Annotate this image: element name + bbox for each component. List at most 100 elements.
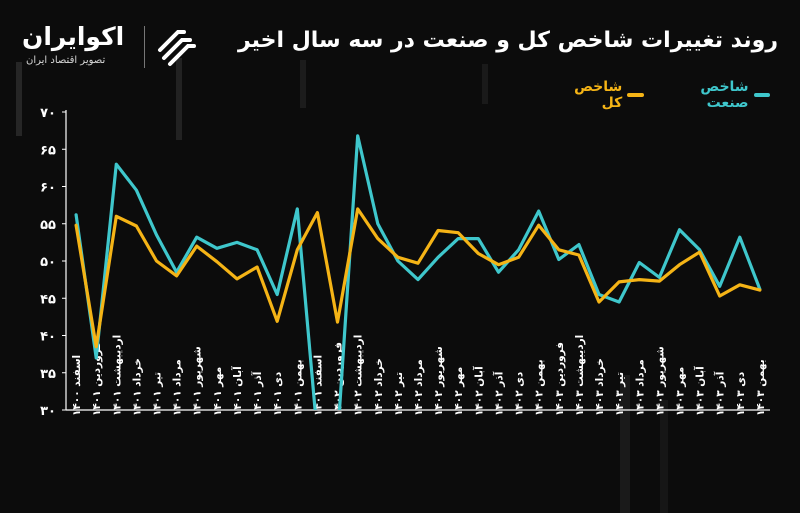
total-data-point [256, 266, 258, 268]
total-data-point [538, 224, 540, 226]
industry-data-point [638, 261, 640, 264]
industry-data-point [678, 229, 681, 231]
total-data-point [336, 321, 339, 323]
x-tick-label: اردیبهشت ۱۴۰۳ [574, 335, 586, 416]
y-tick-label: ۷۰ [40, 106, 56, 121]
industry-data-point [317, 436, 318, 437]
industry-data-point [337, 439, 338, 440]
x-tick-label: آذر ۱۴۰۳ [714, 371, 727, 416]
total-data-point [135, 225, 137, 227]
x-tick-label: تیر ۱۴۰۳ [614, 372, 626, 416]
total-data-point [377, 238, 379, 240]
industry-data-point [437, 256, 439, 258]
x-tick-label: خرداد ۱۴۰۳ [594, 358, 606, 416]
industry-data-point [538, 210, 540, 212]
industry-data-point [256, 249, 258, 251]
x-tick-label: آبان ۱۴۰۱ [231, 366, 244, 416]
industry-data-point [457, 238, 459, 240]
x-tick-label: شهریور ۱۴۰۱ [192, 346, 204, 416]
legend-label-total: شاخص کل [574, 79, 623, 111]
industry-data-point [236, 241, 238, 243]
x-tick-label: مهر ۱۴۰۳ [674, 367, 686, 416]
industry-data-point [558, 258, 560, 261]
x-tick-label: اسفند ۱۴۰۰ [71, 355, 83, 416]
y-tick-label: ۴۰ [40, 330, 56, 345]
legend-item-industry: شاخص صنعت [662, 79, 770, 111]
total-data-point [417, 262, 419, 264]
total-data-point [638, 279, 640, 281]
x-tick-label: تیر ۱۴۰۲ [393, 372, 405, 416]
total-data-point [497, 264, 500, 266]
x-tick-label: شهریور ۱۴۰۳ [654, 346, 666, 416]
y-tick-label: ۴۵ [40, 292, 56, 307]
industry-data-point [618, 301, 620, 303]
total-data-point [95, 346, 97, 348]
industry-data-point [598, 293, 600, 296]
total-data-point [477, 252, 479, 255]
x-tick-label: فروردین ۱۴۰۱ [91, 342, 103, 416]
total-data-point [658, 280, 661, 282]
y-tick-label: ۶۵ [40, 143, 56, 158]
x-tick-label: اردیبهشت ۱۴۰۲ [353, 335, 365, 416]
industry-data-point [699, 249, 701, 251]
y-tick-label: ۶۰ [40, 181, 56, 196]
total-data-point [115, 215, 117, 217]
total-data-point [236, 278, 238, 280]
total-data-point [316, 212, 318, 214]
x-tick-label: مرداد ۱۴۰۱ [172, 359, 184, 416]
x-tick-label: شهریور ۱۴۰۲ [433, 346, 445, 416]
industry-data-point [155, 234, 158, 236]
industry-data-point [95, 357, 97, 359]
chart-legend: شاخص صنعت شاخص کل [555, 79, 770, 111]
x-tick-label: دی ۱۴۰۱ [272, 371, 284, 416]
brand-name: اکوایران [22, 22, 125, 51]
x-tick-label: بهمن ۱۴۰۳ [755, 359, 767, 416]
total-data-point [437, 229, 439, 232]
x-tick-label: مهر ۱۴۰۲ [453, 367, 465, 416]
industry-data-point [497, 271, 500, 273]
total-data-point [276, 320, 278, 322]
y-tick-label: ۳۰ [40, 404, 56, 419]
legend-swatch-industry [753, 93, 770, 97]
total-data-point [176, 275, 178, 277]
total-data-point [578, 254, 580, 256]
x-tick-label: خرداد ۱۴۰۲ [373, 358, 385, 416]
industry-data-point [739, 236, 741, 238]
legend-swatch-total [627, 93, 644, 97]
brand-logo-block: اکوایران تصویر اقتصاد ایران [18, 20, 208, 74]
legend-label-industry: شاخص صنعت [700, 79, 749, 111]
total-data-point [678, 264, 681, 266]
industry-data-point [477, 238, 479, 240]
industry-data-point [276, 293, 278, 296]
x-tick-label: مهر ۱۴۰۱ [212, 367, 224, 416]
chart-title: روند تغییرات شاخص کل و صنعت در سه سال اخ… [237, 28, 778, 53]
industry-data-point [196, 236, 198, 238]
x-tick-label: دی ۱۴۰۳ [735, 371, 747, 416]
total-data-point [759, 289, 761, 291]
total-data-point [75, 224, 77, 226]
total-data-point [719, 295, 721, 297]
y-tick-label: ۳۵ [40, 367, 56, 382]
industry-data-point [176, 271, 178, 273]
x-tick-label: آبان ۱۴۰۲ [472, 366, 485, 416]
x-tick-label: دی ۱۴۰۲ [514, 371, 526, 416]
total-data-point [739, 284, 741, 286]
legend-item-total: شاخص کل [555, 79, 644, 111]
industry-data-point [216, 247, 218, 249]
x-tick-label: آذر ۱۴۰۲ [492, 371, 505, 416]
industry-data-point [115, 163, 117, 165]
x-tick-label: آبان ۱۴۰۳ [694, 366, 707, 416]
industry-data-point [296, 208, 298, 210]
x-tick-label: تیر ۱۴۰۱ [152, 372, 164, 416]
brand-separator [144, 26, 145, 68]
total-data-point [357, 208, 359, 210]
total-data-point [397, 256, 399, 258]
x-tick-label: فروردین ۱۴۰۳ [554, 342, 566, 416]
industry-data-point [357, 135, 359, 137]
total-data-point [196, 245, 198, 247]
industry-data-point [658, 276, 661, 278]
industry-data-point [578, 244, 580, 246]
x-tick-label: خرداد ۱۴۰۱ [131, 358, 143, 416]
